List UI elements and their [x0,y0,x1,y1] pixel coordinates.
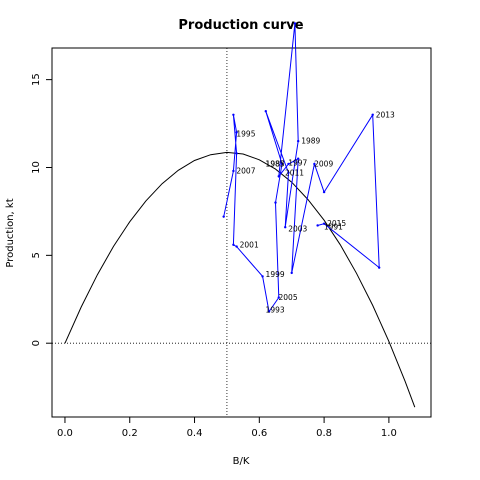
trajectory-point [235,131,238,134]
trajectory-point [232,113,235,116]
trajectory-point [296,139,300,143]
x-tick-label: 0.6 [251,428,267,439]
trajectory-point [322,190,326,194]
trajectory-point [296,157,300,160]
trajectory-point [267,310,271,313]
year-label: 1999 [266,270,285,279]
trajectory-point [235,152,238,155]
year-label: 2001 [240,240,259,249]
trajectory-point [371,113,374,116]
trajectory-point [261,275,264,278]
y-axis: 0 5 10 15 [31,73,52,346]
year-label: 2015 [327,219,346,228]
trajectory-point [284,226,287,229]
trajectory-point [232,243,235,246]
year-label: 1987 [266,159,285,168]
year-label: 2013 [376,110,395,119]
trajectory-point [322,222,326,225]
year-label: 2009 [314,159,333,168]
trajectory-point [280,162,284,166]
year-label: 1985 [266,159,285,168]
y-tick-label: 0 [31,340,42,346]
x-axis: 0.0 0.2 0.4 0.6 0.8 1.0 [57,417,397,439]
year-label: 1995 [236,130,255,139]
trajectory-point [287,162,290,166]
year-label: 2011 [285,168,304,177]
x-tick-label: 0.2 [122,428,138,439]
year-label: 1993 [266,305,285,314]
chart-title: Production curve [178,18,303,33]
year-label: 1991 [324,223,343,232]
trajectory-point [287,171,290,174]
trajectory-point [277,175,280,178]
year-label: 1989 [301,137,320,146]
production-curve-line [64,151,416,408]
trajectory-point [232,169,235,173]
year-label: 2003 [288,224,307,233]
y-tick-label: 15 [31,73,42,86]
trajectory-point [235,245,238,248]
x-tick-label: 0.8 [316,428,332,439]
trajectory-point [313,162,316,166]
x-tick-label: 0.4 [187,428,203,439]
x-tick-label: 1.0 [381,428,397,439]
plot-frame [51,47,432,418]
trajectory-point [277,296,280,299]
y-tick-label: 10 [31,161,42,174]
year-label: 2005 [279,293,298,302]
trajectory-point [316,224,319,227]
trajectory-point [222,215,225,218]
year-label: 1997 [288,159,307,168]
year-label: 2007 [236,167,255,176]
y-axis-label: Production, kt [5,198,16,267]
x-axis-label: B/K [233,456,250,467]
y-tick-label: 5 [31,252,42,258]
x-tick-label: 0.0 [57,428,73,439]
trajectory-point [293,22,297,25]
trajectory-point [290,271,293,275]
trajectory-point [264,110,267,113]
trajectory-point [274,201,277,204]
trajectory-point [377,266,381,269]
